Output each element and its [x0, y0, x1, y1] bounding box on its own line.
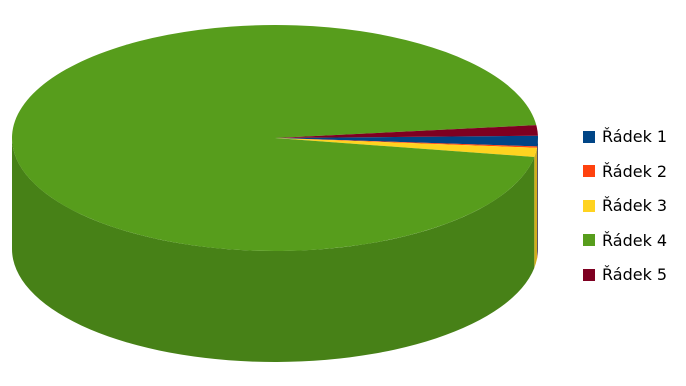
legend-swatch-3 [583, 199, 595, 212]
pie-slice-1 [275, 135, 538, 147]
legend-item-2: Řádek 2 [583, 161, 668, 181]
pie-side-1 [537, 138, 538, 258]
pie-slice-3 [275, 138, 538, 157]
chart-legend: Řádek 1 Řádek 2 Řádek 3 Řádek 4 Řádek 5 [583, 128, 667, 301]
pie-side-3 [534, 147, 538, 268]
legend-swatch-4 [583, 234, 595, 247]
legend-swatch-1 [583, 130, 595, 143]
pie-slice-4 [12, 24, 537, 251]
legend-item-4: Řádek 4 [583, 230, 668, 250]
legend-swatch-2 [583, 165, 595, 178]
legend-label-3: Řádek 3 [602, 196, 668, 215]
legend-label-5: Řádek 5 [602, 265, 668, 284]
legend-label-1: Řádek 1 [602, 127, 668, 146]
pie-slice-2 [275, 138, 538, 148]
legend-label-2: Řádek 2 [602, 161, 668, 181]
legend-swatch-5 [583, 268, 595, 281]
pie-slice-5 [275, 125, 538, 138]
legend-item-5: Řádek 5 [583, 266, 667, 284]
legend-item-1: Řádek 1 [583, 128, 667, 146]
legend-label-4: Řádek 4 [602, 230, 668, 250]
pie-side-4 [12, 138, 535, 362]
pie-top-faces [12, 24, 538, 251]
legend-item-3: Řádek 3 [583, 197, 667, 215]
pie-side-walls [12, 138, 538, 362]
